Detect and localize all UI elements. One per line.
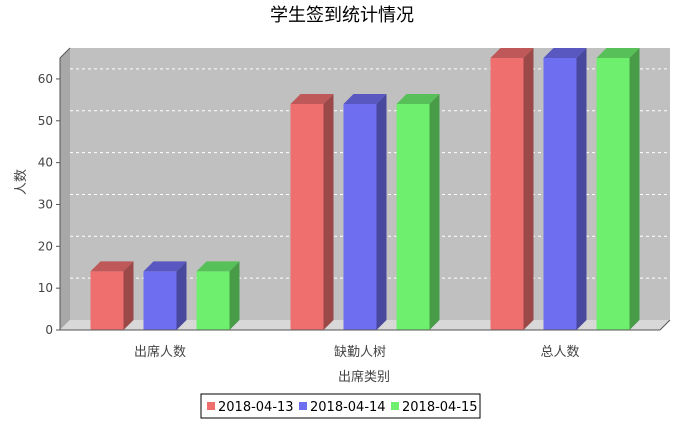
legend-item-label: 2018-04-14 (310, 400, 386, 415)
x-tick-label: 缺勤人树 (334, 345, 386, 360)
bar (290, 94, 334, 331)
bar-side (629, 48, 640, 330)
bar-top (290, 94, 334, 105)
x-axis-ticks: 出席人数 缺勤人树 总人数 (134, 344, 580, 360)
bar-top (196, 261, 240, 272)
bar-front (543, 58, 577, 330)
bar (90, 261, 134, 330)
bar-side (376, 94, 387, 331)
bar-side (176, 261, 187, 330)
y-axis-depth-line (59, 47, 71, 59)
plot-left-wall (60, 48, 70, 330)
y-tick-label: 20 (38, 239, 53, 253)
bar-top (596, 48, 640, 58)
x-axis-label: 出席类别 (338, 369, 390, 385)
y-axis-label: 人数 (14, 169, 29, 195)
bar-front (343, 104, 377, 331)
bar (543, 48, 587, 330)
legend-item-label: 2018-04-13 (218, 400, 294, 415)
y-tick-label: 60 (38, 72, 53, 86)
bar-side (229, 261, 240, 330)
bar (343, 94, 387, 331)
x-axis-depth-line (659, 319, 671, 331)
bar (196, 261, 240, 330)
y-tick-label: 50 (38, 114, 53, 128)
legend-item-label: 2018-04-15 (402, 400, 478, 415)
bar-front (90, 271, 124, 330)
bar-side (576, 48, 587, 330)
bar-top (343, 94, 387, 105)
y-axis-ticks: 0 10 20 30 40 50 60 (38, 72, 60, 337)
legend-swatch (299, 402, 307, 410)
bar-top (543, 48, 587, 58)
axes (59, 47, 671, 331)
bar-side (429, 94, 440, 331)
bar-top (396, 94, 440, 105)
legend: 2018-04-13 2018-04-14 2018-04-15 (200, 393, 481, 419)
legend-box (200, 393, 481, 419)
bar-top (90, 261, 134, 272)
y-tick-label: 0 (45, 323, 53, 337)
bar-front (596, 58, 630, 330)
bar-top (143, 261, 187, 272)
bar-top (490, 48, 534, 58)
legend-swatch (207, 402, 215, 410)
bar-front (290, 104, 324, 331)
bar-front (196, 271, 230, 330)
bar (596, 48, 640, 330)
x-tick-label: 总人数 (540, 345, 579, 360)
bars (90, 48, 640, 331)
bar-side (323, 94, 334, 331)
y-tick-label: 10 (38, 281, 53, 295)
bar-side (523, 48, 534, 330)
bar-front (143, 271, 177, 330)
chart-title: 学生签到统计情况 (270, 5, 414, 26)
bar (143, 261, 187, 330)
bar-front (490, 58, 524, 330)
bar (490, 48, 534, 330)
bar-front (396, 104, 430, 331)
y-tick-label: 30 (38, 197, 53, 211)
bar-side (123, 261, 134, 330)
x-tick-label: 出席人数 (134, 344, 186, 360)
y-tick-label: 40 (38, 156, 53, 170)
bar (396, 94, 440, 331)
legend-swatch (391, 402, 399, 410)
